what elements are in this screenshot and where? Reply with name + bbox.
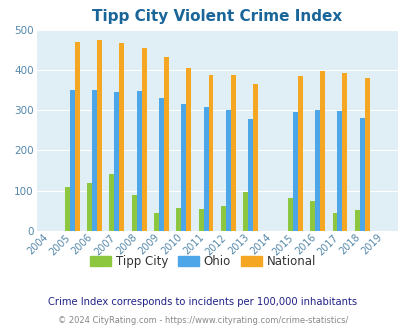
Bar <box>354 210 359 231</box>
Bar <box>287 198 292 231</box>
Bar <box>359 118 364 231</box>
Bar <box>198 209 203 231</box>
Bar <box>243 192 247 231</box>
Bar <box>252 83 258 231</box>
Bar <box>181 104 186 231</box>
Bar <box>230 75 235 231</box>
Bar <box>341 73 346 231</box>
Bar <box>208 75 213 231</box>
Text: © 2024 CityRating.com - https://www.cityrating.com/crime-statistics/: © 2024 CityRating.com - https://www.city… <box>58 316 347 325</box>
Bar <box>220 206 225 231</box>
Bar <box>332 213 337 231</box>
Bar <box>119 43 124 231</box>
Bar <box>136 91 141 231</box>
Bar <box>159 98 164 231</box>
Bar <box>364 79 369 231</box>
Bar <box>87 183 92 231</box>
Bar <box>337 112 341 231</box>
Legend: Tipp City, Ohio, National: Tipp City, Ohio, National <box>85 250 320 273</box>
Bar <box>132 195 136 231</box>
Bar <box>109 174 114 231</box>
Bar <box>92 90 97 231</box>
Bar <box>314 110 319 231</box>
Bar <box>297 77 302 231</box>
Bar <box>176 208 181 231</box>
Bar <box>75 42 79 231</box>
Text: Crime Index corresponds to incidents per 100,000 inhabitants: Crime Index corresponds to incidents per… <box>48 297 357 307</box>
Bar <box>164 57 168 231</box>
Bar <box>319 71 324 231</box>
Bar <box>70 90 75 231</box>
Title: Tipp City Violent Crime Index: Tipp City Violent Crime Index <box>92 9 341 24</box>
Bar <box>65 187 70 231</box>
Bar <box>309 201 314 231</box>
Bar <box>141 48 146 231</box>
Bar <box>292 112 297 231</box>
Bar <box>186 68 191 231</box>
Bar <box>203 107 208 231</box>
Bar <box>97 40 102 231</box>
Bar <box>247 119 252 231</box>
Bar <box>154 213 159 231</box>
Bar <box>114 92 119 231</box>
Bar <box>225 110 230 231</box>
